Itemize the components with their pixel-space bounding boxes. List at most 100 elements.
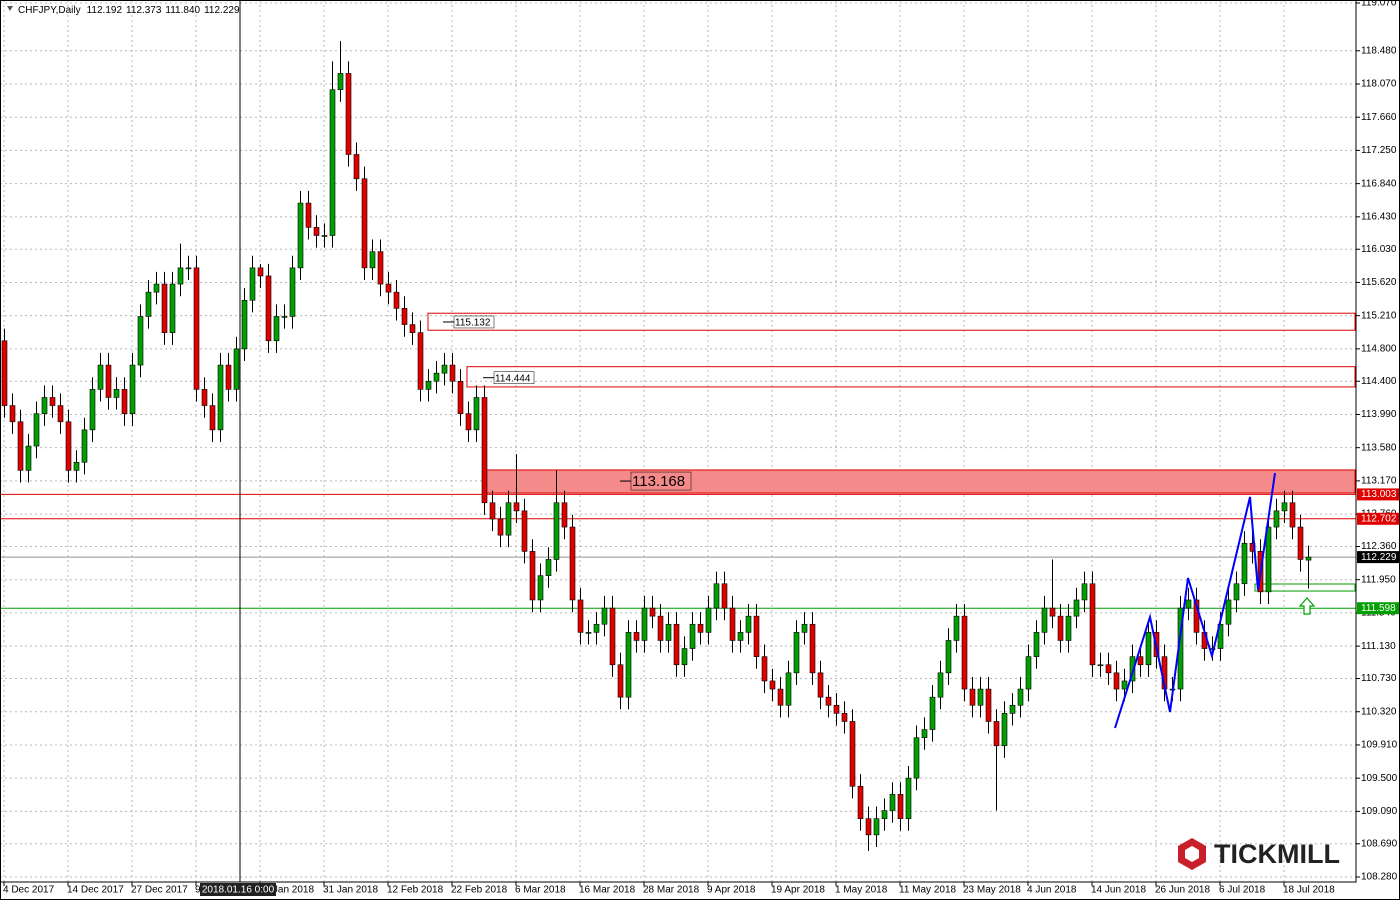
zone <box>482 469 1356 494</box>
level-label: 111.598 <box>1361 603 1396 614</box>
candle-body <box>1033 632 1040 657</box>
candle-body <box>1129 656 1136 682</box>
candle-body <box>945 640 952 674</box>
arrow-up <box>1298 597 1316 615</box>
candle-body <box>193 267 200 390</box>
logo-mark-inner <box>1185 846 1199 862</box>
candle-body <box>465 413 472 431</box>
candle-body <box>449 364 456 382</box>
candle-body <box>617 664 624 698</box>
zone-label-box <box>493 371 535 384</box>
candle-body <box>889 794 896 811</box>
candle-body <box>273 316 280 342</box>
crosshair-label-box <box>200 883 276 896</box>
candle-body <box>697 623 704 633</box>
candle-body <box>513 502 520 512</box>
candle-body <box>1097 664 1104 667</box>
x-tick-label: 26 Jun 2018 <box>1155 885 1210 896</box>
candle-body <box>585 632 592 634</box>
symbol: CHFJPY,Daily <box>18 5 81 16</box>
candle-body <box>737 632 744 641</box>
candle-body <box>185 267 192 270</box>
candle-body <box>785 672 792 706</box>
candle-body <box>177 267 184 285</box>
candle-body <box>393 291 400 309</box>
candle-body <box>1273 510 1280 528</box>
candle-body <box>897 794 904 819</box>
candle-body <box>849 721 856 787</box>
zone <box>466 366 1356 388</box>
zone-label-box <box>453 315 495 329</box>
candle-body <box>233 348 240 390</box>
candle-body <box>1241 542 1248 585</box>
candle-body <box>817 672 824 698</box>
candle-body <box>153 283 160 293</box>
candle-body <box>105 364 112 398</box>
candle-body <box>537 575 544 601</box>
candle-body <box>417 332 424 390</box>
y-tick-label: 114.800 <box>1361 344 1397 355</box>
symbol-icon <box>7 6 13 11</box>
candle-body <box>1305 556 1312 561</box>
y-tick-label: 118.070 <box>1361 79 1397 90</box>
candle-body <box>793 632 800 674</box>
candle-body <box>385 283 392 293</box>
candle-body <box>81 429 88 463</box>
candle-body <box>1121 680 1128 690</box>
y-tick-label: 113.170 <box>1361 476 1397 487</box>
candle-body <box>721 583 728 609</box>
candle-body <box>553 502 560 560</box>
candle-body <box>353 154 360 180</box>
candle-body <box>281 316 288 318</box>
y-tick-label: 109.090 <box>1361 806 1398 817</box>
quote: 111.840 <box>165 5 200 16</box>
y-tick-label: 119.070 <box>1361 0 1397 9</box>
x-tick-label: 9 Apr 2018 <box>707 885 756 896</box>
candle-body <box>857 785 864 819</box>
candle-body <box>873 818 880 836</box>
candle-body <box>113 389 120 398</box>
candle-body <box>1057 615 1064 641</box>
candle-body <box>313 227 320 236</box>
y-tick-label: 116.840 <box>1361 178 1397 189</box>
candle-body <box>569 526 576 601</box>
candle-body <box>481 397 488 504</box>
x-tick-label: 4 Jun 2018 <box>1027 885 1077 896</box>
x-tick-label: 6 Jul 2018 <box>1219 885 1266 896</box>
level-label-box <box>1357 488 1400 501</box>
candle-body <box>121 389 128 414</box>
candle-body <box>49 397 56 406</box>
candle-body <box>89 389 96 431</box>
candle-body <box>1065 615 1072 641</box>
candle-body <box>337 73 344 90</box>
candle-body <box>753 615 760 657</box>
x-tick-label: 12 Feb 2018 <box>387 885 444 896</box>
overlay: CHFJPY,Daily 112.192 112.373 111.840 112.229… <box>7 0 1340 896</box>
level-label: 112.702 <box>1361 513 1397 524</box>
candle-body <box>345 73 352 155</box>
chart-title: CHFJPY,Daily 112.192 112.373 111.840 112.229 <box>18 5 240 16</box>
x-tick-label: 6 Mar 2018 <box>515 885 566 896</box>
candle-body <box>217 364 224 431</box>
candle-body <box>129 364 136 414</box>
candle-body <box>457 380 464 414</box>
candle-body <box>1089 583 1096 666</box>
candle-body <box>249 267 256 301</box>
candle-body <box>329 89 336 236</box>
y-tick-label: 109.910 <box>1361 740 1398 751</box>
candle-body <box>1145 632 1152 666</box>
y-tick-label: 118.480 <box>1361 45 1397 56</box>
candle-body <box>689 623 696 649</box>
logo: TICKMILL <box>1178 838 1340 870</box>
level-label-box <box>1357 602 1400 615</box>
candle-body <box>361 178 368 269</box>
y-tick-label: 111.130 <box>1361 641 1396 652</box>
candle-body <box>545 559 552 576</box>
candle-body <box>241 299 248 350</box>
candle-body <box>729 607 736 641</box>
y-tick-label: 109.500 <box>1361 773 1398 784</box>
y-tick-label: 115.210 <box>1361 310 1397 321</box>
candle-body <box>225 364 232 390</box>
